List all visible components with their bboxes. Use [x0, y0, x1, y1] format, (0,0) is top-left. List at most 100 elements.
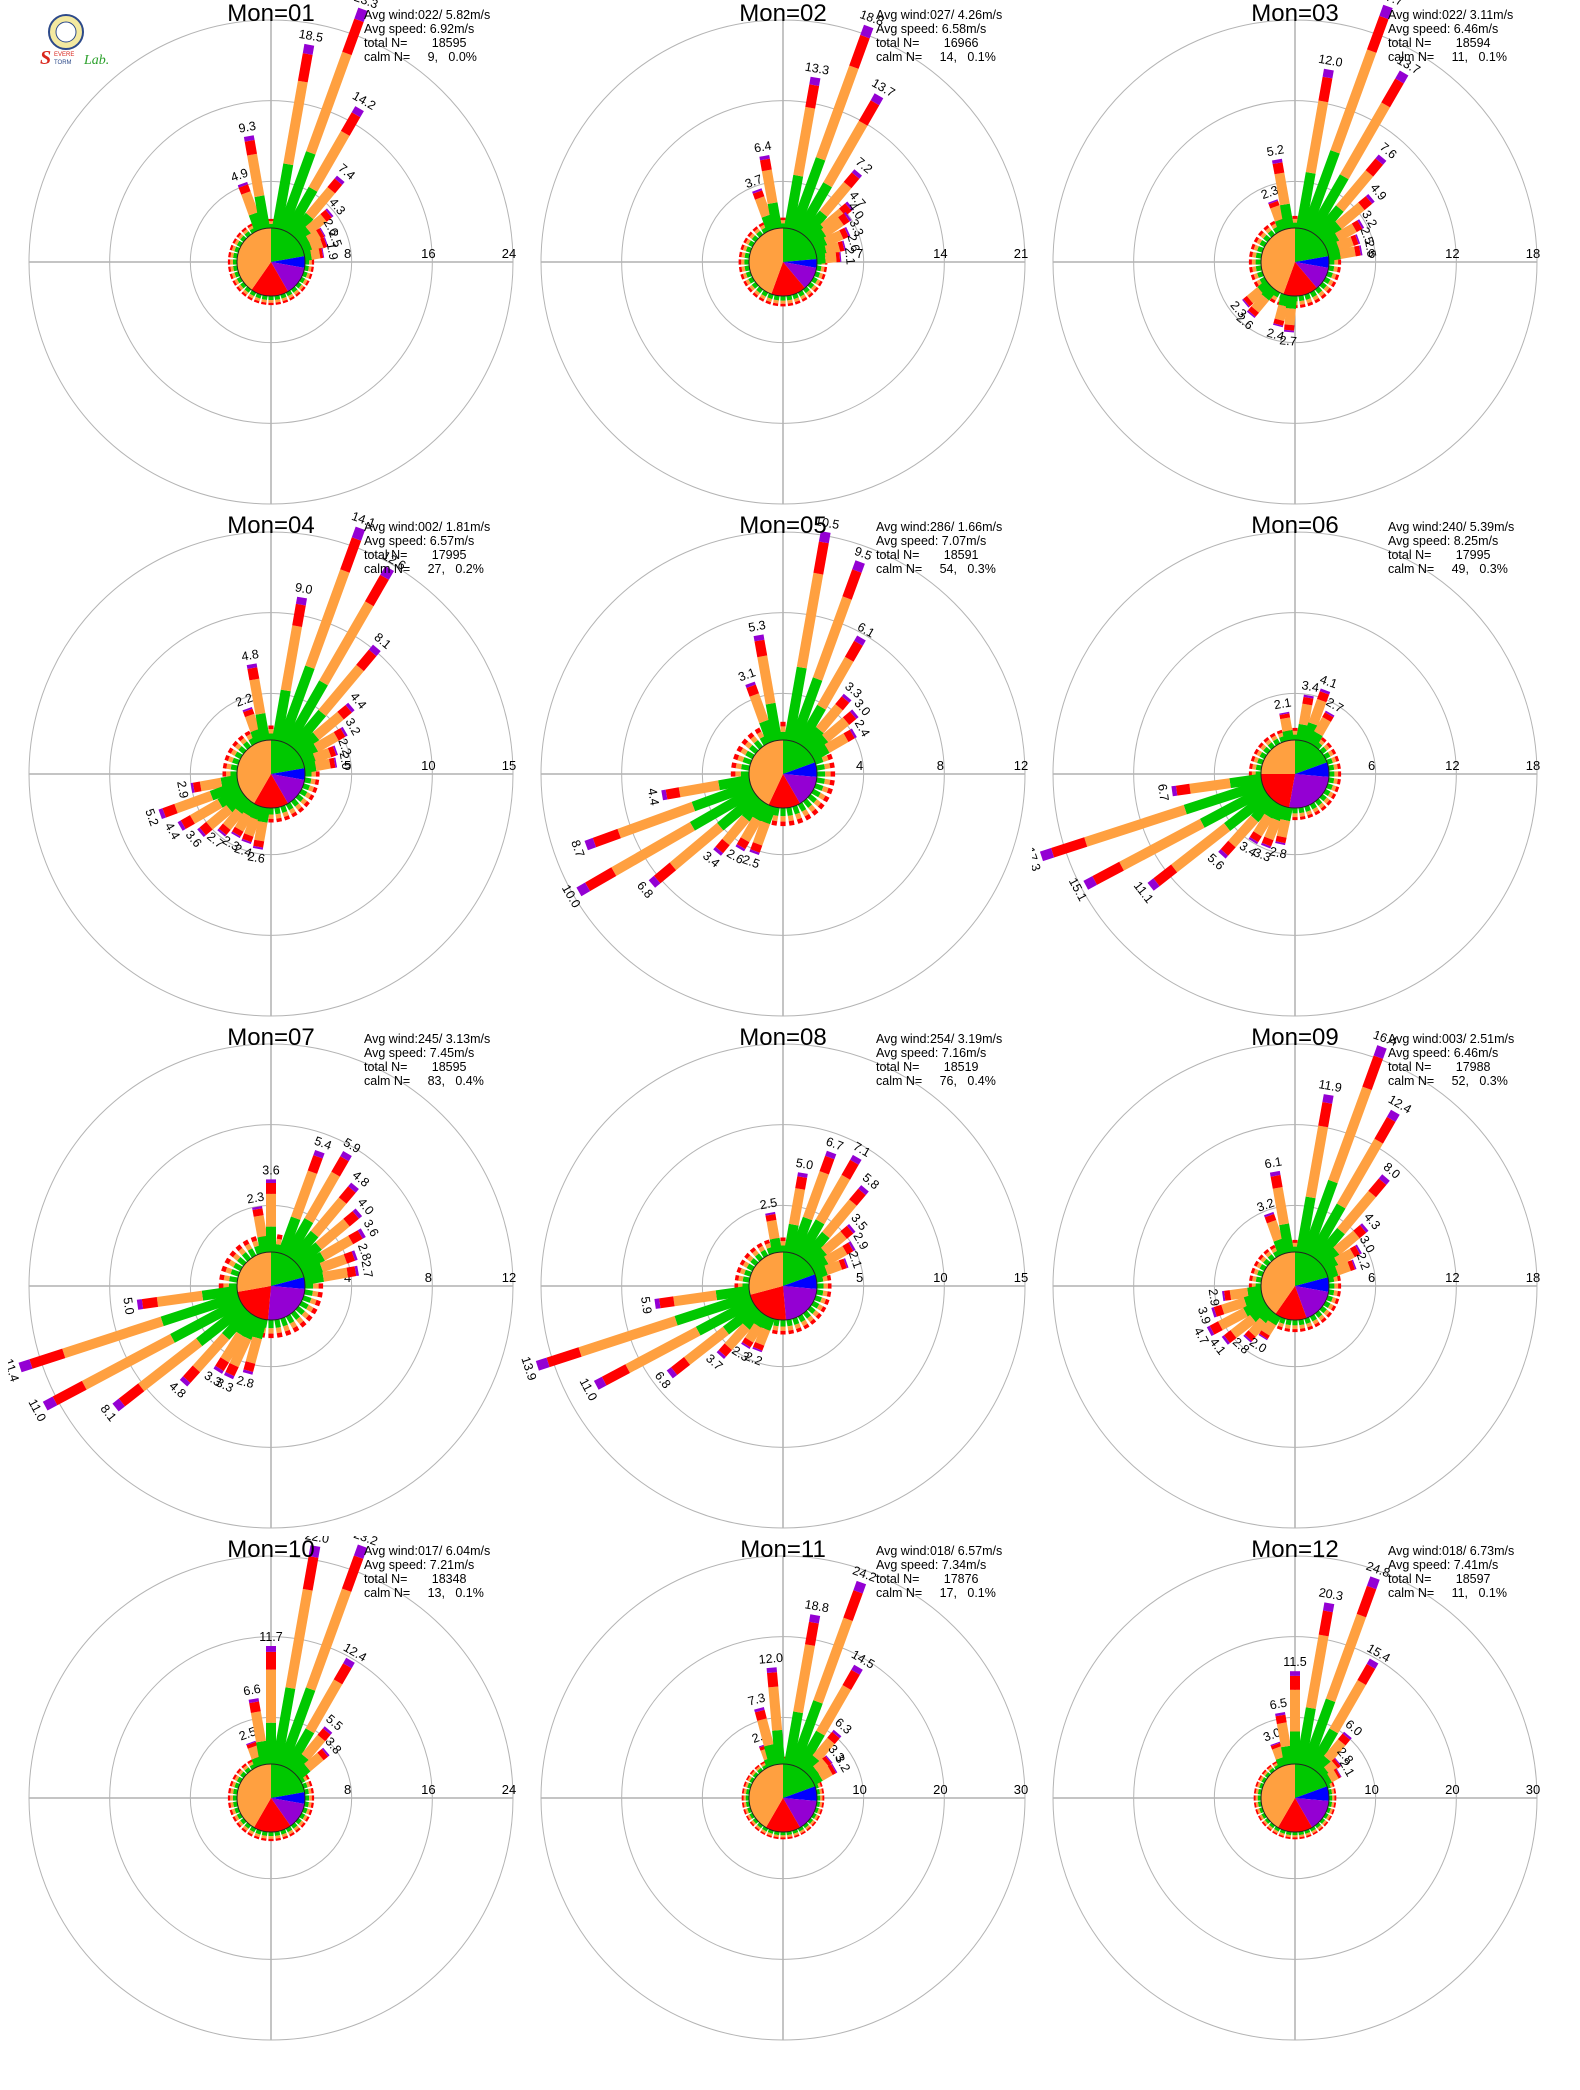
- calm-pie-sector: [271, 262, 305, 292]
- direction-bar: [317, 1728, 331, 1742]
- direction-bar: [715, 838, 730, 854]
- stub-bar: [232, 757, 240, 765]
- direction-bar: [1269, 1170, 1281, 1177]
- stub-bar: [1338, 771, 1342, 777]
- range-ring: [701, 1716, 865, 1880]
- direction-bar: [793, 1644, 815, 1714]
- direction-bar: [1211, 1307, 1217, 1318]
- direction-bar: [805, 1247, 828, 1268]
- stub-bar: [1304, 805, 1311, 812]
- direction-bar: [245, 1336, 262, 1364]
- calm-pie-sector: [237, 740, 271, 804]
- direction-bar: [254, 195, 270, 230]
- stub-bar: [1299, 304, 1306, 308]
- direction-bar: [1274, 304, 1289, 322]
- stub-bar: [275, 1835, 281, 1839]
- direction-bar: [255, 713, 270, 742]
- direction-bar: [1318, 76, 1333, 103]
- direction-bar: [1335, 202, 1365, 230]
- stub-bar: [1256, 1262, 1263, 1269]
- stub-bar: [234, 1814, 240, 1821]
- direction-bar: [795, 1730, 825, 1772]
- stub-bar: [1305, 1832, 1311, 1836]
- direction-bar: [1308, 698, 1327, 726]
- direction-bar: [1213, 1304, 1225, 1317]
- stub-bar: [274, 295, 281, 300]
- bar-value-label: 2.5: [237, 1724, 258, 1743]
- stub-bar: [1299, 1328, 1306, 1332]
- stub-bar: [233, 265, 238, 272]
- calm-pie-sector: [237, 1286, 271, 1320]
- stub-bar: [809, 1820, 815, 1826]
- direction-bar: [827, 1731, 840, 1744]
- direction-bar: [795, 1219, 825, 1260]
- direction-bar: [241, 191, 259, 216]
- stub-bar: [233, 1262, 243, 1272]
- stub-bar: [740, 273, 745, 280]
- stub-bar: [1292, 1832, 1298, 1836]
- stub-bar: [780, 1241, 786, 1246]
- stub-bar: [817, 1795, 821, 1801]
- direction-bar: [845, 201, 854, 211]
- stub-bar: [287, 1829, 294, 1835]
- stub-bar: [1255, 265, 1262, 272]
- panel-info: Avg wind:017/ 6.04m/s Avg speed: 7.21m/s…: [364, 1544, 491, 1600]
- calm-circle: [236, 227, 306, 297]
- stub-bar: [1329, 1283, 1335, 1289]
- stub-bar: [276, 817, 282, 823]
- direction-bar: [283, 1218, 314, 1260]
- stub-bar: [793, 297, 800, 303]
- direction-bar: [1367, 15, 1389, 53]
- ring-label: 16: [421, 246, 435, 261]
- stub-bar: [1266, 1826, 1272, 1832]
- bar-value-label: 3.2: [1255, 1196, 1276, 1215]
- direction-bar: [822, 1756, 832, 1767]
- direction-bar: [837, 241, 845, 252]
- direction-bar: [860, 24, 874, 39]
- direction-bar: [322, 1726, 333, 1735]
- direction-bar: [1183, 779, 1265, 815]
- stub-bar: [290, 1310, 301, 1320]
- direction-bar: [1305, 1125, 1329, 1199]
- stub-bar: [312, 786, 318, 793]
- stub-bar: [252, 1240, 259, 1248]
- direction-bar: [246, 1741, 258, 1749]
- stub-bar: [308, 1788, 312, 1794]
- direction-bar: [1318, 1102, 1333, 1128]
- stub-bar: [814, 1295, 822, 1303]
- bar-value-label: 2.1: [1273, 695, 1293, 712]
- stub-bar: [1328, 1289, 1335, 1296]
- windrose-svg: 6 12 183.26.111.916.412.48.04.33.02.22.93.…: [1052, 1028, 1540, 1529]
- stub-bar: [1258, 230, 1264, 237]
- stub-bar: [830, 771, 836, 777]
- range-ring: [701, 1204, 865, 1368]
- stub-bar: [747, 1814, 752, 1820]
- stub-bar: [1252, 764, 1257, 770]
- direction-bar: [302, 1556, 319, 1591]
- stub-bar: [1285, 1324, 1291, 1329]
- stub-bar: [282, 811, 289, 818]
- stub-bar: [1255, 1809, 1259, 1815]
- direction-bar: [320, 209, 332, 222]
- direction-bar: [312, 711, 344, 740]
- bar-value-label: 3.3: [846, 217, 866, 239]
- direction-bar: [196, 1303, 248, 1347]
- windrose-panel-07: 48122.33.65.45.94.84.03.62.82.75.011.411…: [8, 1024, 534, 1544]
- stub-bar: [741, 1795, 744, 1801]
- stub-bar: [817, 802, 825, 810]
- stub-bar: [308, 785, 315, 792]
- stub-bar: [1274, 1826, 1281, 1832]
- stub-bar: [248, 293, 255, 299]
- direction-bar: [1351, 1259, 1357, 1270]
- stub-bar: [819, 1809, 823, 1815]
- stub-bar: [299, 1320, 307, 1328]
- stub-bar: [1323, 1812, 1329, 1819]
- bar-value-label: 9.0: [294, 580, 314, 597]
- direction-bar: [318, 664, 364, 717]
- stub-bar: [302, 783, 310, 791]
- stub-bar: [1328, 265, 1335, 272]
- direction-bar: [695, 1297, 756, 1336]
- stub-bar: [308, 1802, 312, 1808]
- direction-bar: [832, 1729, 842, 1739]
- stub-bar: [304, 777, 312, 784]
